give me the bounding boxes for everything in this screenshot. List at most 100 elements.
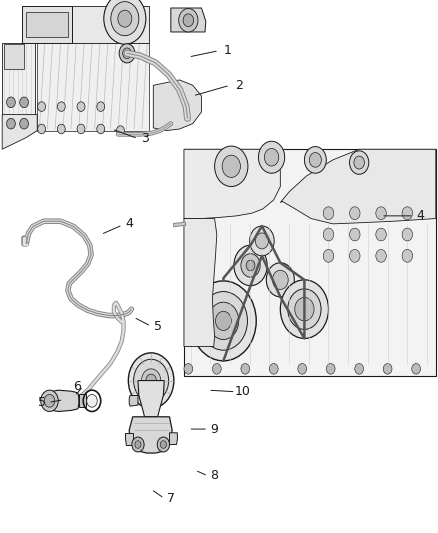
Polygon shape: [153, 80, 201, 131]
Polygon shape: [280, 149, 436, 224]
Circle shape: [7, 97, 15, 108]
Circle shape: [350, 207, 360, 220]
Circle shape: [141, 369, 161, 392]
Circle shape: [160, 441, 166, 448]
Polygon shape: [184, 149, 280, 219]
Polygon shape: [129, 417, 172, 453]
Polygon shape: [4, 44, 24, 69]
Circle shape: [269, 364, 278, 374]
Circle shape: [111, 2, 139, 36]
Polygon shape: [26, 12, 68, 37]
Circle shape: [77, 124, 85, 134]
Circle shape: [255, 233, 268, 249]
Circle shape: [199, 292, 247, 350]
Circle shape: [97, 102, 105, 111]
Circle shape: [241, 364, 250, 374]
Text: 9: 9: [211, 423, 219, 435]
Text: 8: 8: [211, 470, 219, 482]
FancyBboxPatch shape: [331, 248, 379, 306]
Circle shape: [44, 394, 55, 407]
Circle shape: [350, 228, 360, 241]
Circle shape: [157, 437, 170, 452]
Polygon shape: [129, 395, 138, 406]
Circle shape: [376, 249, 386, 262]
Polygon shape: [184, 219, 217, 346]
Circle shape: [77, 102, 85, 111]
Circle shape: [265, 148, 279, 166]
Circle shape: [146, 374, 156, 387]
Circle shape: [402, 249, 413, 262]
Circle shape: [41, 390, 58, 411]
Circle shape: [191, 281, 256, 361]
Circle shape: [266, 263, 294, 297]
Circle shape: [350, 249, 360, 262]
Circle shape: [326, 364, 335, 374]
Circle shape: [383, 364, 392, 374]
Circle shape: [20, 97, 28, 108]
Text: 6: 6: [73, 380, 81, 393]
Circle shape: [288, 289, 321, 329]
Circle shape: [128, 353, 174, 408]
Circle shape: [234, 245, 267, 286]
Circle shape: [258, 141, 285, 173]
Circle shape: [304, 147, 326, 173]
Circle shape: [412, 364, 420, 374]
Circle shape: [57, 102, 65, 111]
Polygon shape: [37, 43, 149, 131]
Polygon shape: [72, 6, 149, 43]
Circle shape: [298, 364, 307, 374]
Circle shape: [212, 364, 221, 374]
Circle shape: [38, 124, 46, 134]
Text: 3: 3: [141, 132, 148, 145]
Polygon shape: [44, 390, 79, 411]
Circle shape: [222, 155, 240, 177]
Circle shape: [323, 207, 334, 220]
Circle shape: [87, 394, 97, 407]
Circle shape: [354, 156, 364, 169]
Circle shape: [376, 228, 386, 241]
Polygon shape: [22, 6, 72, 43]
Circle shape: [208, 302, 239, 340]
Circle shape: [7, 118, 15, 129]
Circle shape: [246, 260, 255, 271]
Circle shape: [295, 297, 314, 321]
Circle shape: [241, 254, 260, 277]
Circle shape: [402, 207, 413, 220]
Circle shape: [132, 437, 144, 452]
Circle shape: [179, 9, 198, 32]
Circle shape: [123, 48, 131, 59]
Circle shape: [323, 249, 334, 262]
Text: 7: 7: [167, 492, 175, 505]
Circle shape: [350, 151, 369, 174]
Circle shape: [184, 364, 193, 374]
Circle shape: [280, 280, 328, 338]
Text: 5: 5: [154, 320, 162, 333]
Polygon shape: [171, 8, 206, 32]
Circle shape: [323, 228, 334, 241]
Text: 1: 1: [224, 44, 232, 57]
Polygon shape: [138, 381, 164, 417]
Circle shape: [272, 270, 288, 289]
Polygon shape: [79, 394, 86, 407]
Circle shape: [57, 124, 65, 134]
Circle shape: [97, 124, 105, 134]
Circle shape: [215, 146, 248, 187]
Polygon shape: [170, 433, 177, 445]
Text: 4: 4: [417, 209, 424, 222]
Circle shape: [135, 441, 141, 448]
Polygon shape: [184, 149, 436, 376]
Circle shape: [104, 0, 146, 44]
Circle shape: [38, 102, 46, 111]
Circle shape: [117, 126, 124, 135]
Text: 4: 4: [125, 217, 133, 230]
Text: 2: 2: [235, 79, 243, 92]
Text: 10: 10: [235, 385, 251, 398]
Circle shape: [215, 311, 231, 330]
Circle shape: [183, 14, 194, 27]
Circle shape: [309, 152, 321, 167]
Circle shape: [118, 10, 132, 27]
Circle shape: [355, 364, 364, 374]
Circle shape: [376, 207, 386, 220]
Circle shape: [119, 44, 135, 63]
Circle shape: [134, 359, 169, 402]
